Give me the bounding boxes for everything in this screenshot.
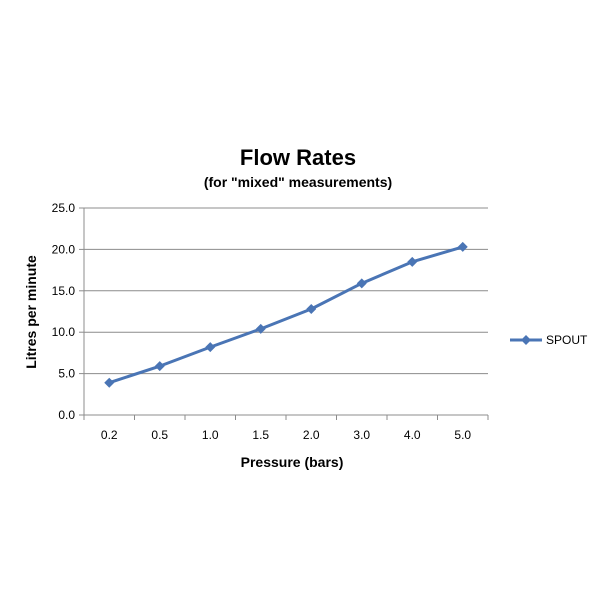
- chart-subtitle: (for "mixed" measurements): [204, 174, 392, 190]
- y-tick-label: 15.0: [52, 284, 76, 298]
- x-tick-label: 3.0: [353, 428, 370, 442]
- y-tick-label: 10.0: [52, 325, 76, 339]
- data-point: [407, 256, 418, 267]
- y-tick-label: 25.0: [52, 201, 76, 215]
- data-point: [205, 342, 216, 353]
- x-tick-label: 2.0: [303, 428, 320, 442]
- y-tick-labels: 0.0 5.0 10.0 15.0 20.0 25.0: [52, 201, 76, 422]
- x-tick-label: 0.2: [101, 428, 118, 442]
- data-point: [356, 278, 367, 289]
- x-tick-labels: 0.2 0.5 1.0 1.5 2.0 3.0 4.0 5.0: [101, 428, 472, 442]
- data-point: [457, 241, 468, 252]
- data-point: [104, 377, 115, 388]
- x-tick-label: 0.5: [151, 428, 168, 442]
- legend: SPOUT: [510, 333, 588, 347]
- data-point: [154, 361, 165, 372]
- gridlines: [84, 207, 488, 375]
- y-tick-label: 0.0: [58, 408, 75, 422]
- axes: [79, 207, 489, 420]
- legend-label-spout: SPOUT: [546, 333, 588, 347]
- data-point: [306, 304, 317, 315]
- x-tick-label: 1.0: [202, 428, 219, 442]
- chart-title: Flow Rates: [240, 145, 356, 170]
- x-tick-label: 1.5: [252, 428, 269, 442]
- data-point: [255, 323, 266, 334]
- legend-marker: [521, 335, 531, 345]
- x-axis-label: Pressure (bars): [241, 454, 344, 470]
- series-line: [108, 245, 464, 385]
- x-tick-label: 5.0: [454, 428, 471, 442]
- x-tick-label: 4.0: [404, 428, 421, 442]
- y-axis-label: Litres per minute: [23, 255, 39, 369]
- series-spout: [104, 241, 468, 388]
- y-tick-label: 5.0: [58, 367, 75, 381]
- y-tick-label: 20.0: [52, 242, 76, 256]
